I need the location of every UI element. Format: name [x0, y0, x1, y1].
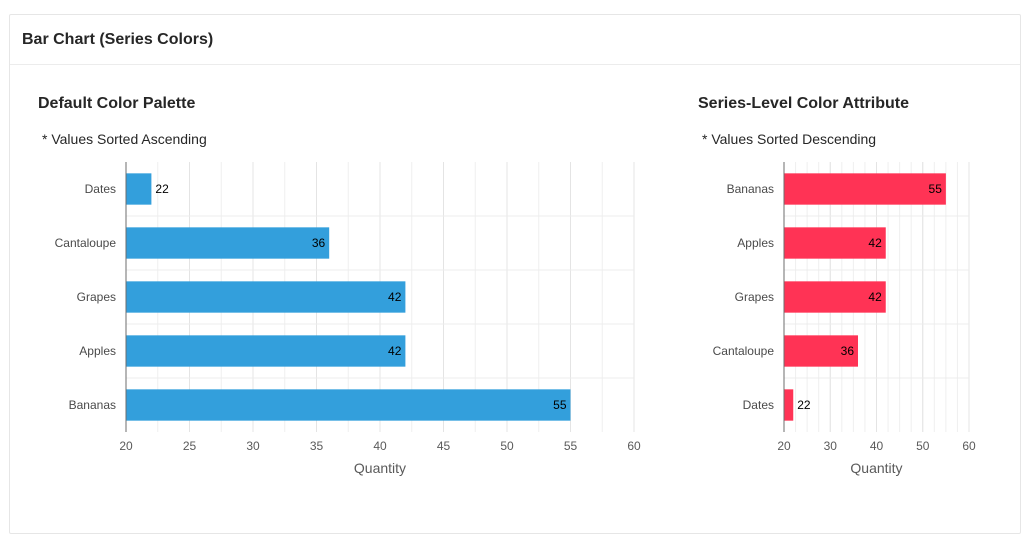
card-title: Bar Chart (Series Colors) [10, 15, 1020, 65]
data-label: 22 [155, 182, 169, 196]
bar-cantaloupe [784, 335, 858, 367]
category-label: Apples [79, 344, 116, 358]
category-label: Dates [85, 182, 116, 196]
x-tick-label: 20 [777, 439, 791, 453]
data-label: 42 [868, 290, 882, 304]
data-label: 42 [388, 290, 402, 304]
data-label: 55 [553, 398, 567, 412]
x-tick-label: 60 [627, 439, 641, 453]
bar-grapes [784, 281, 886, 313]
category-label: Dates [743, 398, 774, 412]
category-label: Bananas [69, 398, 116, 412]
x-tick-label: 50 [916, 439, 930, 453]
category-label: Grapes [77, 290, 116, 304]
chart-card: Bar Chart (Series Colors) [9, 14, 1021, 534]
x-tick-label: 25 [183, 439, 197, 453]
data-label: 55 [929, 182, 943, 196]
data-label: 36 [841, 344, 855, 358]
bar-bananas [784, 173, 946, 205]
x-tick-label: 30 [246, 439, 260, 453]
category-label: Grapes [735, 290, 774, 304]
chart-subtitle-right: * Values Sorted Descending [702, 131, 877, 147]
x-tick-label: 35 [310, 439, 324, 453]
x-tick-label: 30 [824, 439, 838, 453]
x-tick-label: 50 [500, 439, 514, 453]
data-label: 42 [388, 344, 402, 358]
category-label: Bananas [727, 182, 774, 196]
x-axis-title: Quantity [850, 460, 902, 476]
bar-apples [126, 335, 406, 367]
bar-dates [784, 389, 794, 421]
bar-dates [126, 173, 152, 205]
x-tick-label: 40 [870, 439, 884, 453]
data-label: 42 [868, 236, 882, 250]
bar-cantaloupe [126, 227, 330, 259]
chart-title-left: Default Color Palette [38, 95, 196, 112]
category-label: Cantaloupe [55, 236, 117, 250]
category-label: Apples [737, 236, 774, 250]
x-tick-label: 45 [437, 439, 451, 453]
x-axis-title: Quantity [354, 460, 406, 476]
x-tick-label: 60 [962, 439, 976, 453]
bar-apples [784, 227, 886, 259]
bar-chart-default-palette: Dates 22 Cantaloupe 36 Grapes 42 Apples 42 Banan… [55, 162, 641, 476]
x-tick-label: 55 [564, 439, 578, 453]
bar-grapes [126, 281, 406, 313]
x-tick-label: 40 [373, 439, 387, 453]
chart-subtitle-left: * Values Sorted Ascending [42, 131, 207, 147]
category-label: Cantaloupe [713, 344, 775, 358]
bar-bananas [126, 389, 571, 421]
data-label: 22 [797, 398, 811, 412]
chart-title-right: Series-Level Color Attribute [698, 95, 910, 112]
bar-chart-series-color: Bananas 55 Apples 42 Grapes 42 Cantaloupe 36 Dat… [713, 162, 976, 476]
x-tick-label: 20 [119, 439, 133, 453]
data-label: 36 [312, 236, 326, 250]
